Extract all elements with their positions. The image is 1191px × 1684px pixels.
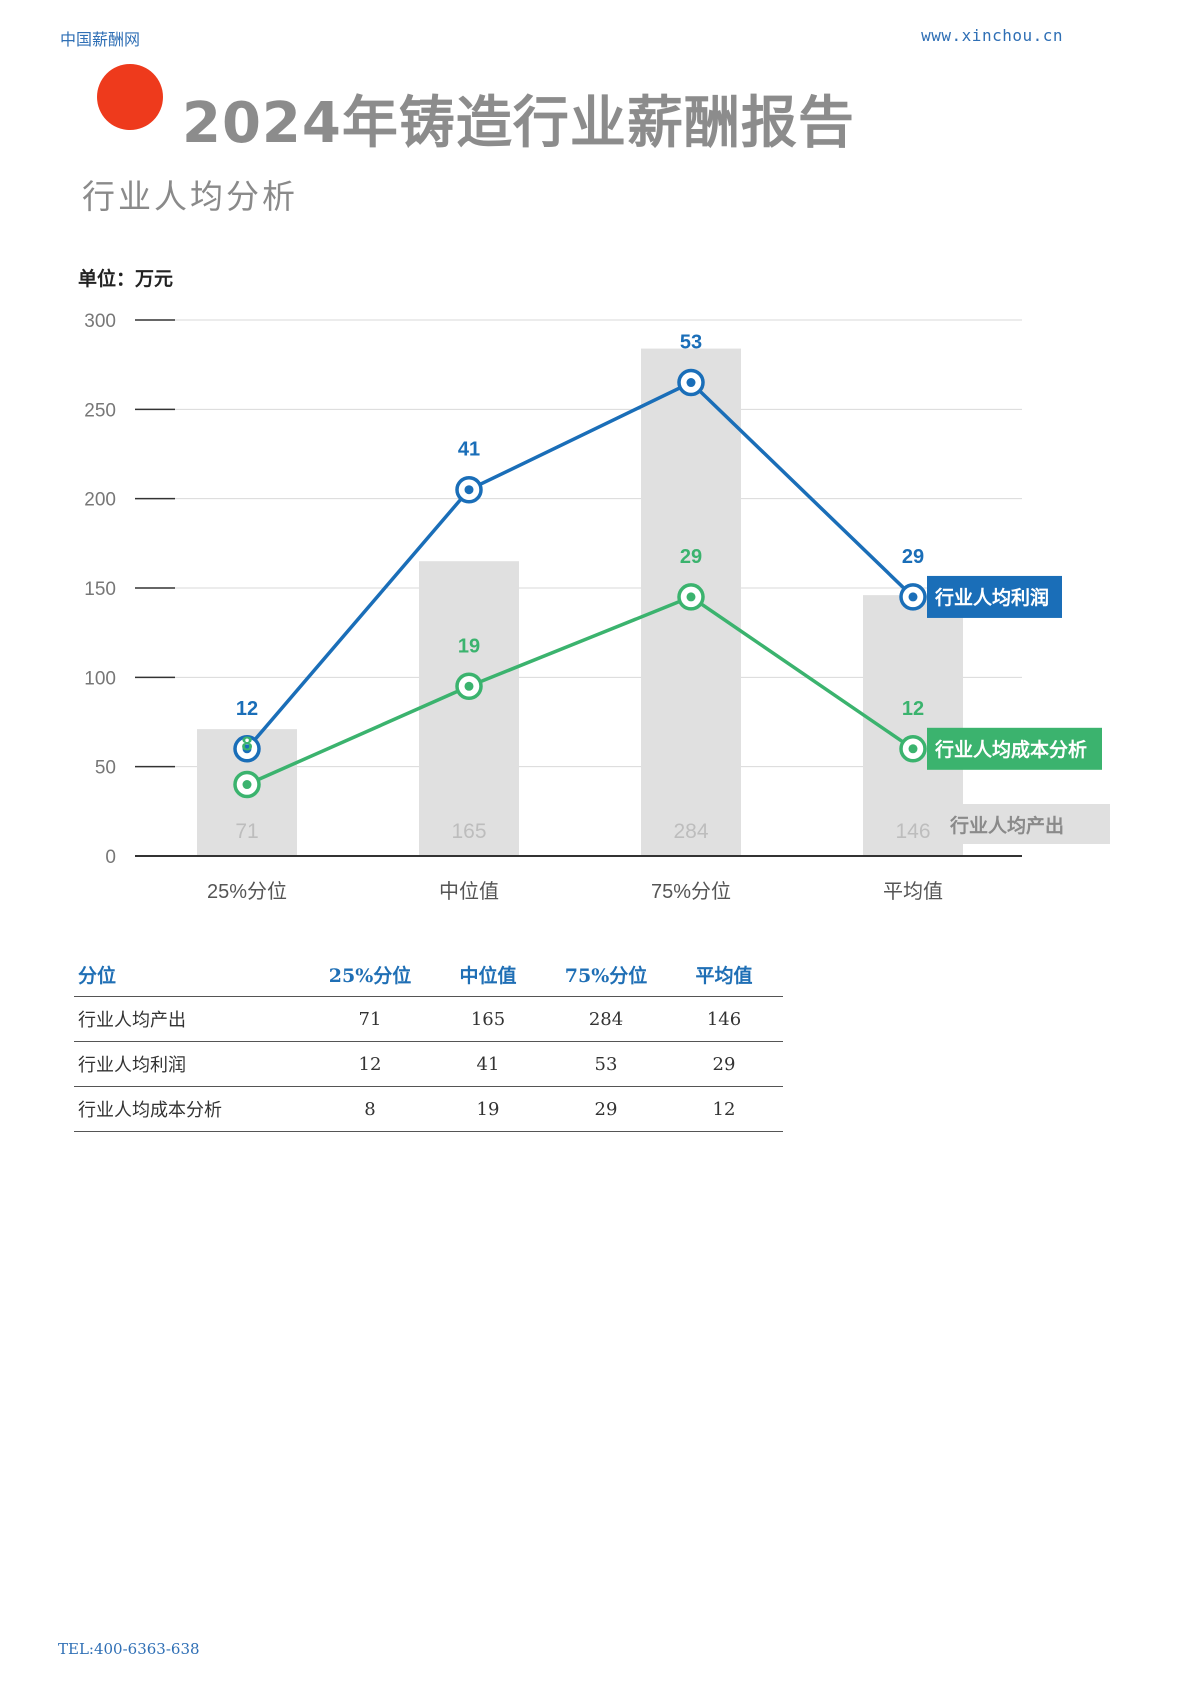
data-point-center bbox=[686, 592, 696, 602]
table-cell: 8 bbox=[311, 1086, 429, 1132]
data-label: 29 bbox=[680, 546, 702, 568]
footer-phone: TEL:400-6363-638 bbox=[58, 1640, 200, 1658]
legend-tag bbox=[927, 575, 1062, 618]
data-point-center bbox=[464, 681, 474, 691]
table-cell: 19 bbox=[429, 1086, 547, 1132]
data-point-center bbox=[464, 485, 474, 495]
data-point-center bbox=[242, 780, 252, 790]
site-url[interactable]: www.xinchou.cn bbox=[921, 26, 1063, 45]
data-label: 53 bbox=[680, 332, 702, 354]
bar-value-label: 146 bbox=[895, 820, 930, 843]
x-tick-label: 75%分位 bbox=[651, 880, 731, 903]
data-point-center bbox=[908, 592, 918, 602]
table-cell: 146 bbox=[665, 996, 783, 1042]
table-cell: 53 bbox=[547, 1041, 665, 1087]
data-label: 29 bbox=[902, 546, 924, 568]
y-tick-label: 200 bbox=[84, 490, 116, 511]
data-label: 41 bbox=[458, 439, 480, 461]
table-cell: 29 bbox=[665, 1041, 783, 1087]
bar-value-label: 284 bbox=[673, 820, 708, 843]
x-tick-label: 平均值 bbox=[883, 880, 943, 903]
data-table: 分位 25%分位 中位值 75%分位 平均值 行业人均产出 71 165 284… bbox=[74, 952, 783, 1132]
table-cell: 行业人均利润 bbox=[74, 1041, 311, 1087]
x-tick-label: 中位值 bbox=[439, 880, 499, 903]
x-tick-label: 25%分位 bbox=[207, 880, 287, 903]
data-point-center bbox=[908, 744, 918, 754]
data-label: 19 bbox=[458, 635, 480, 657]
legend-tag bbox=[927, 727, 1102, 770]
table-header-cell: 分位 bbox=[74, 952, 311, 997]
y-tick-label: 50 bbox=[95, 758, 116, 779]
table-header-row: 分位 25%分位 中位值 75%分位 平均值 bbox=[74, 952, 783, 997]
y-tick-label: 250 bbox=[84, 400, 116, 421]
table-cell: 行业人均产出 bbox=[74, 996, 311, 1042]
data-label: 12 bbox=[236, 698, 258, 720]
accent-dot-icon bbox=[97, 64, 163, 130]
table-row: 行业人均成本分析 8 19 29 12 bbox=[74, 1086, 783, 1132]
table-row: 行业人均产出 71 165 284 146 bbox=[74, 996, 783, 1042]
table-header-cell: 中位值 bbox=[429, 952, 547, 997]
table-cell: 29 bbox=[547, 1086, 665, 1132]
table-cell: 行业人均成本分析 bbox=[74, 1086, 311, 1132]
section-subtitle: 行业人均分析 bbox=[82, 177, 298, 216]
site-name: 中国薪酬网 bbox=[60, 30, 141, 49]
legend-tag-label: 行业人均利润 bbox=[934, 586, 1049, 609]
table-header-cell: 平均值 bbox=[665, 952, 783, 997]
table-cell: 41 bbox=[429, 1041, 547, 1087]
data-point-center bbox=[242, 744, 252, 754]
table-cell: 71 bbox=[311, 996, 429, 1042]
y-tick-label: 100 bbox=[84, 668, 116, 689]
bar-value-label: 165 bbox=[451, 820, 486, 843]
data-label: 12 bbox=[902, 698, 924, 720]
table-header-cell: 25%分位 bbox=[311, 952, 429, 997]
series-line bbox=[245, 380, 915, 750]
table-cell: 284 bbox=[547, 996, 665, 1042]
table-cell: 165 bbox=[429, 996, 547, 1042]
report-title: 2024年铸造行业薪酬报告 bbox=[182, 91, 855, 156]
y-tick-label: 300 bbox=[84, 311, 116, 332]
table-header-cell: 75%分位 bbox=[547, 952, 665, 997]
bar-value-label: 71 bbox=[235, 820, 258, 843]
legend-box bbox=[962, 804, 1110, 844]
table-row: 行业人均利润 12 41 53 29 bbox=[74, 1041, 783, 1087]
legend-label: 行业人均产出 bbox=[949, 814, 1064, 837]
chart: 0 50 100 150 200 250 300 71 165 284 146 行业人均产出 25%分位… bbox=[84, 311, 1110, 903]
y-tick-label: 150 bbox=[84, 579, 116, 600]
series-line bbox=[246, 595, 914, 787]
data-point-center bbox=[686, 378, 696, 388]
data-label: 8 bbox=[241, 734, 252, 756]
legend-tag-label: 行业人均成本分析 bbox=[934, 738, 1087, 761]
y-tick-label: 0 bbox=[105, 847, 116, 868]
unit-label: 单位：万元 bbox=[78, 268, 174, 290]
bar bbox=[419, 561, 519, 856]
table-cell: 12 bbox=[311, 1041, 429, 1087]
table-cell: 12 bbox=[665, 1086, 783, 1132]
